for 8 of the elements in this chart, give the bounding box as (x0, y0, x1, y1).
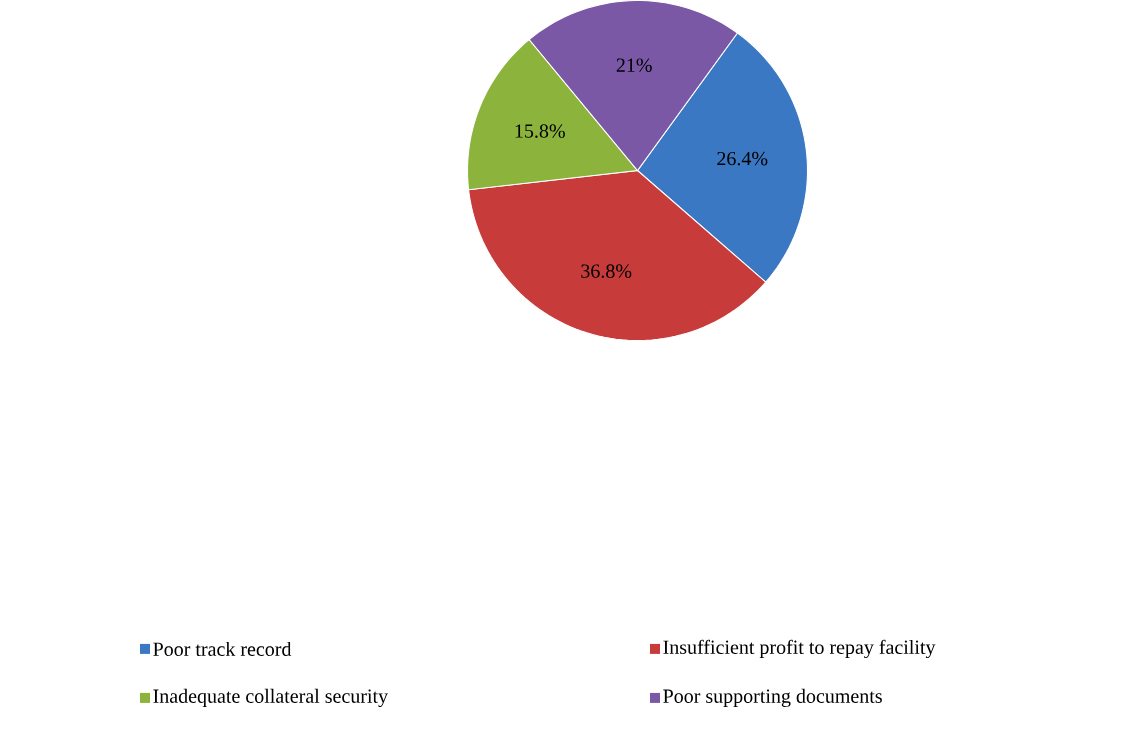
legend-label: Insufficient profit to repay facility (663, 639, 936, 659)
data-label: 36.8% (581, 264, 632, 278)
legend-label: Inadequate collateral security (153, 688, 388, 708)
data-label: 15.8% (515, 124, 565, 138)
data-label: 26.4% (717, 151, 768, 166)
data-label: 21% (616, 58, 652, 72)
legend-label: Poor supporting documents (663, 688, 882, 708)
legend-label: Poor track record (153, 641, 292, 656)
